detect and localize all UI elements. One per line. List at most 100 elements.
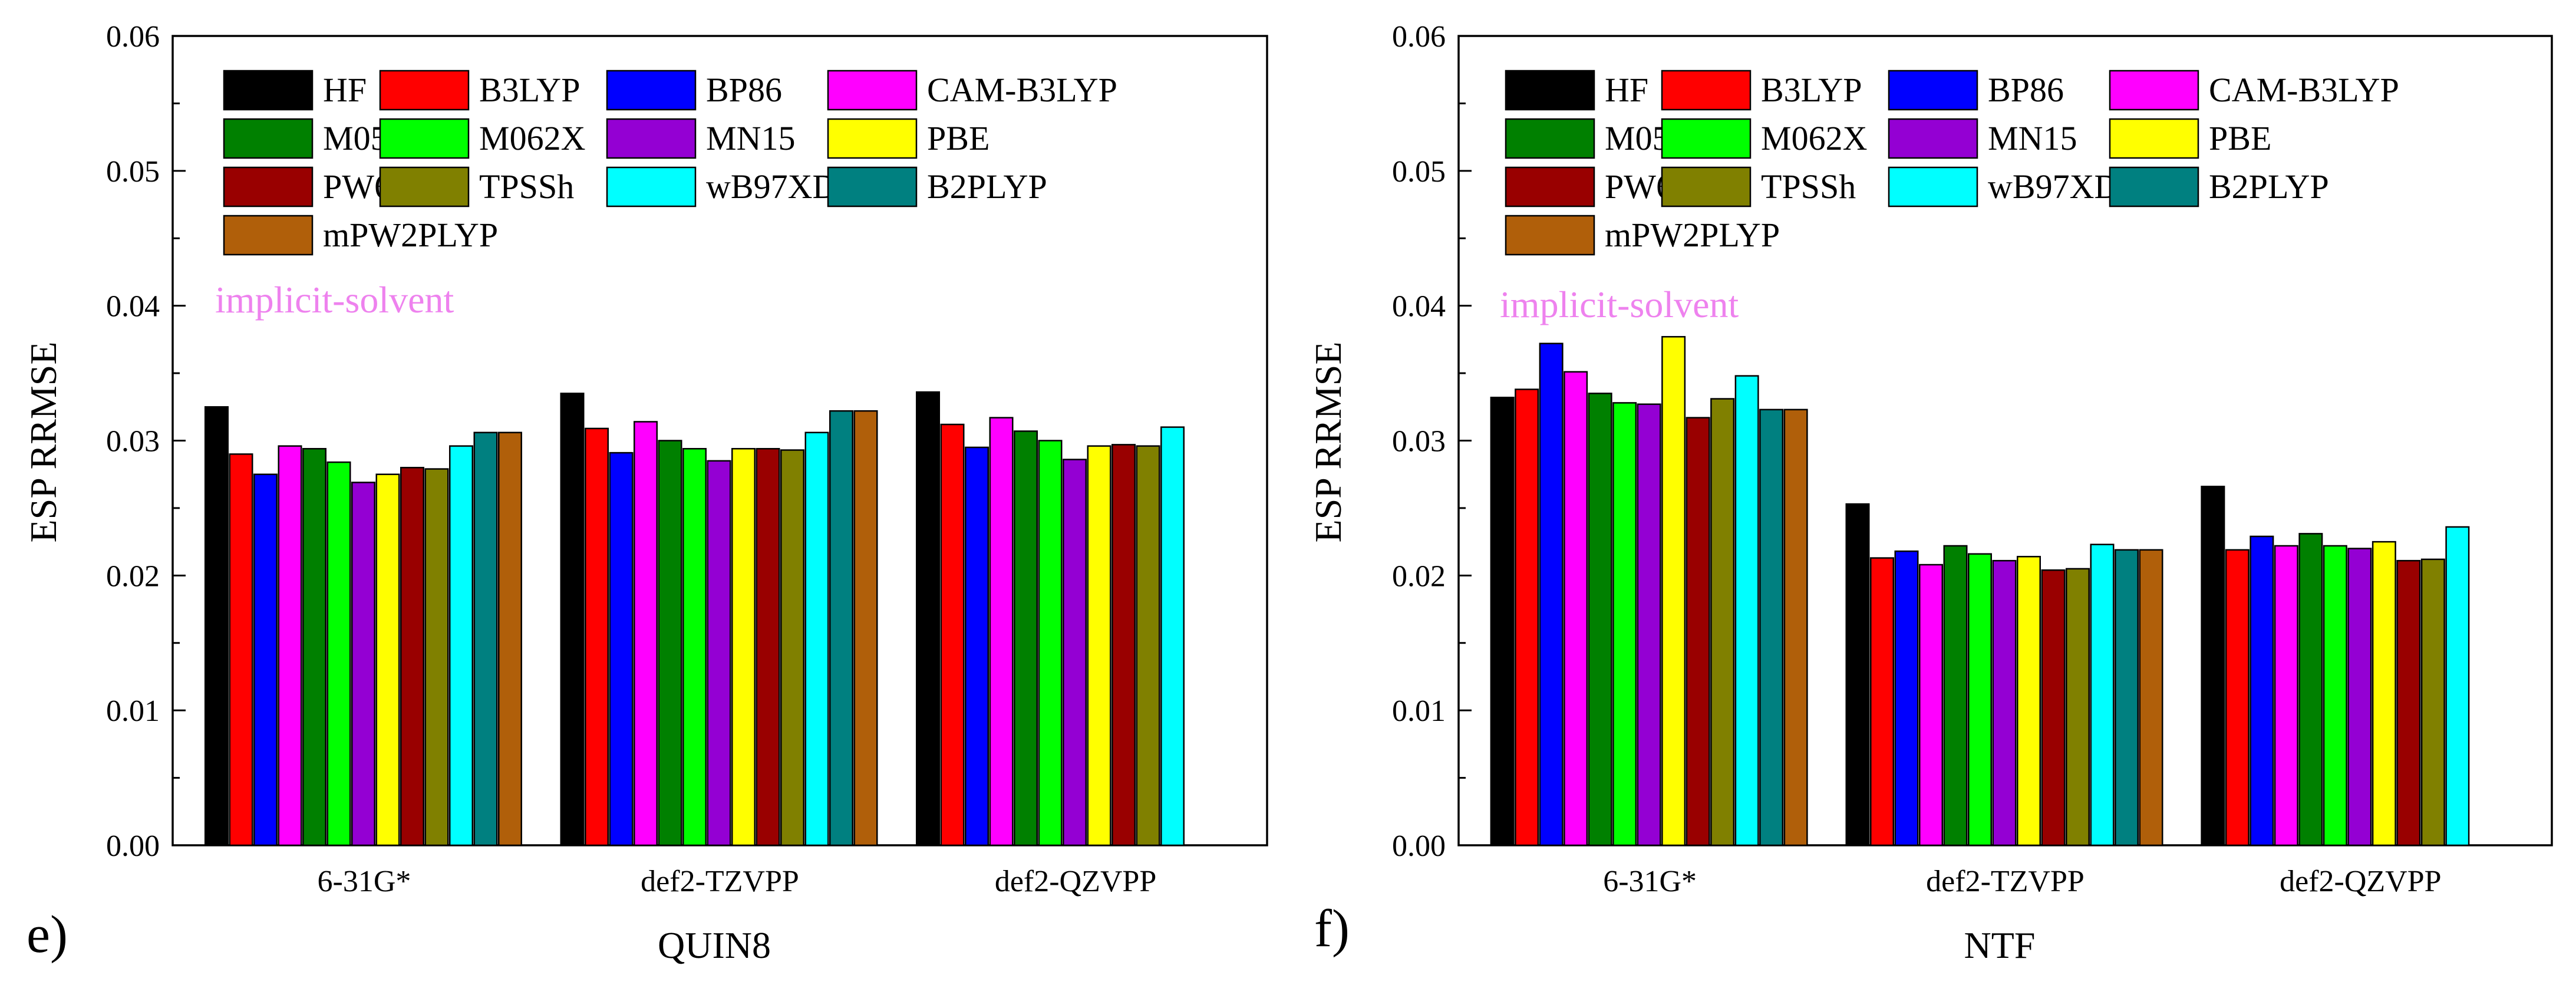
bar-b2plyp-def2-tzvpp [2115,549,2139,846]
legend-swatch [1505,215,1595,256]
bar-cam-b3lyp-6-31g* [1564,371,1588,846]
legend-swatch [1505,118,1595,159]
bar-tpssh-6-31g* [1710,398,1735,846]
x-axis-ticks: 6-31G* def2-TZVPP def2-QZVPP [318,832,1156,898]
bar-mpw2plyp-6-31g* [1783,408,1808,846]
bar-m052x-def2-tzvpp [658,440,682,846]
bar-mn15-def2-tzvpp [1992,559,2017,846]
legend-swatch [1505,70,1595,111]
bar-pw6b95-def2-qzvpp [1111,444,1136,846]
bar-mpw2plyp-def2-tzvpp [2139,549,2163,846]
y-tick-label: 0.04 [106,290,160,324]
bar-cam-b3lyp-6-31g* [278,445,302,846]
bar-pw6b95-6-31g* [400,467,424,846]
legend: HFB3LYPBP86CAM-B3LYPM052XM062XMN15PBEPW6… [1505,70,2399,256]
bar-cam-b3lyp-def2-qzvpp [989,417,1014,846]
legend-label: B3LYP [1761,71,1862,109]
y-tick-label: 0.06 [106,20,160,54]
x-tick-label: def2-TZVPP [641,865,799,898]
bar-tpssh-def2-tzvpp [780,449,804,846]
legend-swatch [606,118,697,159]
panel-f: 0.00 0.01 0.02 0.03 0.04 0.05 0.06 6-31G* def2-… [1307,20,2553,966]
bar-wb97xd-def2-tzvpp [2090,543,2115,846]
y-tick-label: 0.03 [1392,425,1446,459]
bar-bp86-def2-qzvpp [965,446,989,846]
bar-m052x-def2-qzvpp [1014,430,1038,846]
bar-m062x-def2-qzvpp [1038,440,1063,846]
x-tick-label: def2-TZVPP [1926,865,2084,898]
bar-wb97xd-def2-qzvpp [2445,526,2470,846]
bar-pw6b95-6-31g* [1686,417,1710,846]
bars [1490,336,2470,846]
x-tick-label: 6-31G* [1603,865,1697,898]
bar-hf-def2-qzvpp [2201,486,2225,846]
bar-b2plyp-6-31g* [1759,408,1784,846]
y-axis-ticks: 0.00 0.01 0.02 0.03 0.04 0.05 0.06 [1392,20,1472,863]
bar-pw6b95-def2-tzvpp [2041,569,2066,846]
legend-swatch [827,70,918,111]
bar-b3lyp-6-31g* [1515,388,1539,846]
bar-mn15-def2-qzvpp [1063,459,1087,846]
y-axis-label: ESP RRMSE [22,342,64,543]
bar-tpssh-def2-tzvpp [2066,568,2090,846]
y-tick-label: 0.03 [106,425,160,459]
bar-pw6b95-def2-tzvpp [756,447,780,846]
legend-swatch [1505,166,1595,207]
legend-label: BP86 [1988,71,2064,109]
bar-m062x-def2-tzvpp [1968,553,1992,846]
y-tick-label: 0.05 [106,155,160,189]
bar-b3lyp-def2-tzvpp [585,427,609,846]
legend-label: CAM-B3LYP [927,71,1117,109]
bar-bp86-6-31g* [253,473,278,846]
x-axis-label: NTF [1964,924,2036,966]
y-tick-label: 0.05 [1392,155,1446,189]
bar-m062x-def2-tzvpp [682,447,707,846]
bar-wb97xd-6-31g* [1734,375,1759,846]
legend-swatch [1888,166,1978,207]
legend-swatch [379,118,470,159]
bar-mpw2plyp-def2-tzvpp [853,410,878,846]
legend-swatch [2109,70,2199,111]
legend-label: PBE [927,119,989,157]
implicit-solvent-annotation: implicit-solvent [215,279,454,321]
legend-swatch [2109,118,2199,159]
y-tick-label: 0.02 [106,559,160,593]
bar-pbe-def2-qzvpp [1087,445,1111,846]
legend: HFB3LYPBP86CAM-B3LYPM052XM062XMN15PBEPW6… [223,70,1117,256]
bar-bp86-6-31g* [1539,342,1564,846]
legend-label: MN15 [706,119,795,157]
bar-hf-def2-tzvpp [560,393,585,846]
legend-label: M062X [479,119,585,157]
bar-hf-def2-qzvpp [916,391,941,846]
bar-b3lyp-def2-qzvpp [2225,549,2250,846]
bar-pbe-6-31g* [1661,336,1686,846]
x-tick-label: 6-31G* [318,865,411,898]
bar-wb97xd-def2-tzvpp [804,431,829,846]
y-tick-label: 0.02 [1392,559,1446,593]
bar-m062x-def2-qzvpp [2323,545,2347,846]
legend-label: TPSSh [1761,167,1856,206]
legend-swatch [827,166,918,207]
implicit-solvent-annotation: implicit-solvent [1500,284,1739,325]
bar-mpw2plyp-6-31g* [497,431,522,846]
legend-swatch [223,166,314,207]
bar-b3lyp-def2-tzvpp [1870,557,1894,846]
bar-b3lyp-def2-qzvpp [940,423,965,846]
bar-wb97xd-def2-qzvpp [1160,426,1185,846]
legend-label: BP86 [706,71,782,109]
legend-swatch [827,118,918,159]
legend-label: wB97XD [1988,167,2119,206]
bars [204,391,1185,846]
bar-mn15-6-31g* [351,482,375,846]
legend-swatch [223,70,314,111]
legend-label: wB97XD [706,167,837,206]
y-axis-ticks: 0.00 0.01 0.02 0.03 0.04 0.05 0.06 [106,20,186,863]
bar-mn15-def2-tzvpp [707,460,731,846]
bar-b3lyp-6-31g* [229,453,253,846]
bar-hf-6-31g* [1490,397,1515,846]
bar-bp86-def2-tzvpp [609,452,634,846]
legend-swatch [223,215,314,256]
bar-b2plyp-def2-tzvpp [829,410,853,846]
x-axis-label: QUIN8 [658,924,771,966]
legend-swatch [2109,166,2199,207]
